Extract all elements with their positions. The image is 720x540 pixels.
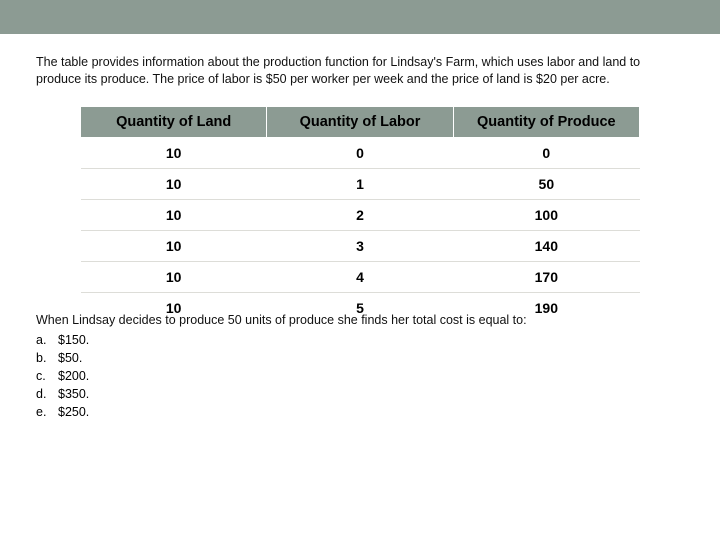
option-letter: e.: [36, 403, 58, 421]
option-text: $150.: [58, 333, 89, 347]
cell: 2: [267, 199, 453, 230]
table-row: 10 0 0: [81, 137, 640, 168]
production-table: Quantity of Land Quantity of Labor Quant…: [80, 106, 640, 316]
table-row: 10 2 100: [81, 199, 640, 230]
production-table-wrap: Quantity of Land Quantity of Labor Quant…: [80, 106, 640, 316]
cell: 4: [267, 261, 453, 292]
option-text: $250.: [58, 405, 89, 419]
cell: 50: [453, 168, 639, 199]
cell: 3: [267, 230, 453, 261]
cell: 170: [453, 261, 639, 292]
option-b: b.$50.: [36, 349, 684, 367]
cell: 100: [453, 199, 639, 230]
cell: 10: [81, 137, 267, 168]
table-row: 10 1 50: [81, 168, 640, 199]
table-row: 10 3 140: [81, 230, 640, 261]
option-letter: b.: [36, 349, 58, 367]
option-text: $350.: [58, 387, 89, 401]
col-produce: Quantity of Produce: [453, 106, 639, 137]
option-letter: a.: [36, 331, 58, 349]
slide-content: The table provides information about the…: [0, 34, 720, 421]
options-list: a.$150. b.$50. c.$200. d.$350. e.$250.: [36, 331, 684, 422]
cell: 10: [81, 230, 267, 261]
cell: 10: [81, 168, 267, 199]
question-text: When Lindsay decides to produce 50 units…: [36, 312, 684, 329]
option-text: $50.: [58, 351, 82, 365]
cell: 10: [81, 199, 267, 230]
cell: 1: [267, 168, 453, 199]
option-a: a.$150.: [36, 331, 684, 349]
option-letter: c.: [36, 367, 58, 385]
col-land: Quantity of Land: [81, 106, 267, 137]
col-labor: Quantity of Labor: [267, 106, 453, 137]
cell: 0: [267, 137, 453, 168]
cell: 140: [453, 230, 639, 261]
option-text: $200.: [58, 369, 89, 383]
option-e: e.$250.: [36, 403, 684, 421]
table-row: 10 4 170: [81, 261, 640, 292]
intro-text: The table provides information about the…: [36, 54, 684, 88]
option-d: d.$350.: [36, 385, 684, 403]
cell: 10: [81, 261, 267, 292]
cell: 0: [453, 137, 639, 168]
table-header-row: Quantity of Land Quantity of Labor Quant…: [81, 106, 640, 137]
header-band: [0, 0, 720, 34]
option-letter: d.: [36, 385, 58, 403]
option-c: c.$200.: [36, 367, 684, 385]
